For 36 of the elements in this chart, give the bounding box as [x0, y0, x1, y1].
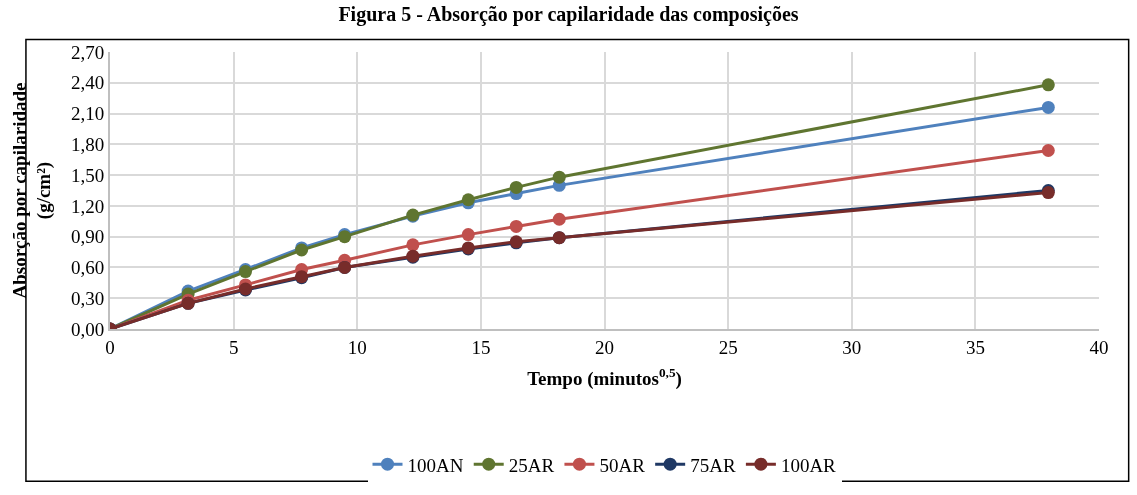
legend-label: 75AR: [690, 454, 736, 476]
point: [1041, 100, 1055, 114]
legend-label: 100AR: [780, 454, 837, 476]
y-tick-label: 2,10: [70, 103, 105, 125]
legend-label: 25AR: [508, 454, 555, 476]
y-tick-label: 1,50: [70, 164, 105, 186]
y-tick-label: 0,60: [70, 257, 105, 279]
point: [406, 238, 420, 252]
y-tick-label: 2,70: [70, 41, 105, 63]
y-tick-label: 0,30: [70, 287, 105, 309]
x-tick-label: 15: [471, 336, 491, 358]
x-tick-label: 5: [228, 336, 239, 358]
x-tick-label: 0: [105, 336, 115, 358]
point: [509, 219, 523, 233]
point: [552, 212, 566, 226]
y-tick-label: 1,20: [70, 195, 105, 217]
x-tick-label: 20: [595, 336, 614, 358]
y-tick-label: 1,80: [70, 133, 105, 155]
point: [552, 170, 566, 184]
y-tick-label: 0,00: [70, 318, 105, 340]
x-tick-label: 10: [347, 336, 367, 358]
point: [1041, 143, 1055, 157]
x-tick-label: 40: [1089, 336, 1109, 358]
x-tick-label: 30: [842, 336, 862, 358]
x-tick-label: 35: [965, 336, 985, 358]
x-axis-title: Tempo (minutos$^{0,5}$): [527, 365, 682, 391]
chart-title: Figura 5 - Absorção por capilaridade das composições: [338, 3, 799, 27]
legend-label: 100AN: [407, 454, 464, 476]
point: [509, 180, 523, 194]
point: [461, 228, 475, 242]
y-axis-title: Absorção por capilaridade (g/cm²): [8, 82, 56, 299]
legend-label: 50AR: [599, 454, 646, 476]
x-tick-label: 25: [718, 336, 738, 358]
y-tick-label: 0,90: [70, 226, 105, 248]
point: [1041, 78, 1055, 92]
y-tick-label: 2,40: [70, 72, 105, 94]
